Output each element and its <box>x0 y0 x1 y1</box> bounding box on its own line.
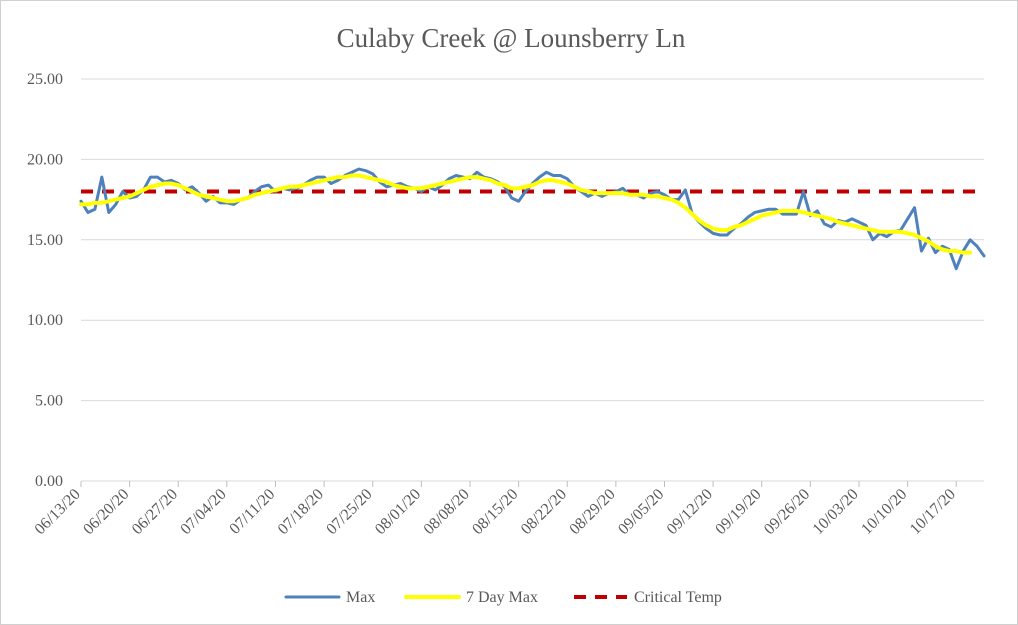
legend-label-max: Max <box>346 589 375 606</box>
chart-title: Culaby Creek @ Lounsberry Ln <box>337 23 686 53</box>
y-tick-label: 20.00 <box>27 151 63 168</box>
x-tick-label: 10/10/20 <box>858 486 910 538</box>
x-tick-label: 07/11/20 <box>226 486 278 538</box>
x-tick-label: 10/03/20 <box>810 486 862 538</box>
series-lines <box>79 167 986 271</box>
x-tick-label: 08/15/20 <box>469 486 521 538</box>
x-tick-label: 09/05/20 <box>615 486 667 538</box>
x-tick-label: 08/01/20 <box>372 486 424 538</box>
series-line-7-day-max <box>79 173 973 255</box>
legend: Max 7 Day Max Critical Temp <box>284 589 722 606</box>
gridlines <box>81 78 984 482</box>
y-tick-label: 5.00 <box>35 393 63 410</box>
y-tick-label: 15.00 <box>27 232 63 249</box>
legend-label-7-day-max: 7 Day Max <box>466 589 538 606</box>
x-tick-label: 09/12/20 <box>664 486 716 538</box>
x-tick-label: 09/26/20 <box>761 486 813 538</box>
legend-label-critical-temp: Critical Temp <box>634 589 722 606</box>
x-tick-label: 08/08/20 <box>421 486 473 538</box>
x-axis-ticks: 06/13/2006/20/2006/27/2007/04/2007/11/20… <box>32 481 959 538</box>
x-tick-label: 07/04/20 <box>177 486 229 538</box>
y-tick-label: 10.00 <box>27 312 63 329</box>
x-tick-label: 10/17/20 <box>907 486 959 538</box>
x-tick-label: 06/27/20 <box>129 486 181 538</box>
y-tick-label: 25.00 <box>27 71 63 88</box>
x-tick-label: 06/20/20 <box>80 486 132 538</box>
x-tick-label: 09/19/20 <box>712 486 764 538</box>
x-tick-label: 08/22/20 <box>518 486 570 538</box>
y-axis-ticks: 0.00 5.00 10.00 15.00 20.00 25.00 <box>27 71 63 490</box>
y-tick-label: 0.00 <box>35 473 63 490</box>
x-tick-label: 07/18/20 <box>275 486 327 538</box>
x-tick-label: 06/13/20 <box>32 486 84 538</box>
x-tick-label: 08/29/20 <box>566 486 618 538</box>
x-tick-label: 07/25/20 <box>323 486 375 538</box>
